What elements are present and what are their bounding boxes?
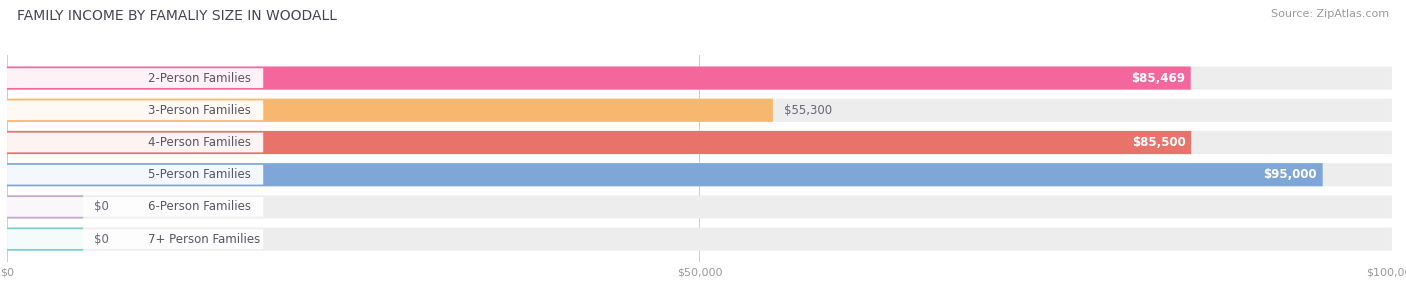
FancyBboxPatch shape [7,99,1392,122]
FancyBboxPatch shape [7,99,773,122]
FancyBboxPatch shape [7,228,83,251]
FancyBboxPatch shape [7,229,263,249]
FancyBboxPatch shape [7,163,1323,186]
Text: $95,000: $95,000 [1264,168,1317,181]
FancyBboxPatch shape [7,163,1392,186]
Text: $85,469: $85,469 [1132,72,1185,84]
Text: $0: $0 [94,233,110,246]
Text: 3-Person Families: 3-Person Families [148,104,250,117]
FancyBboxPatch shape [7,68,263,88]
FancyBboxPatch shape [7,66,1191,90]
FancyBboxPatch shape [7,131,1392,154]
FancyBboxPatch shape [7,195,1392,218]
FancyBboxPatch shape [7,66,1392,90]
FancyBboxPatch shape [7,195,83,218]
Text: FAMILY INCOME BY FAMALIY SIZE IN WOODALL: FAMILY INCOME BY FAMALIY SIZE IN WOODALL [17,9,337,23]
Text: $85,500: $85,500 [1132,136,1185,149]
FancyBboxPatch shape [7,165,263,185]
FancyBboxPatch shape [7,133,263,152]
FancyBboxPatch shape [7,228,1392,251]
FancyBboxPatch shape [7,197,263,217]
Text: Source: ZipAtlas.com: Source: ZipAtlas.com [1271,9,1389,19]
FancyBboxPatch shape [7,131,1191,154]
Text: $0: $0 [94,200,110,214]
FancyBboxPatch shape [7,100,263,120]
Text: 4-Person Families: 4-Person Families [148,136,250,149]
Text: 6-Person Families: 6-Person Families [148,200,250,214]
Text: 5-Person Families: 5-Person Families [148,168,250,181]
Text: 2-Person Families: 2-Person Families [148,72,250,84]
Text: $55,300: $55,300 [785,104,832,117]
Text: 7+ Person Families: 7+ Person Families [148,233,260,246]
